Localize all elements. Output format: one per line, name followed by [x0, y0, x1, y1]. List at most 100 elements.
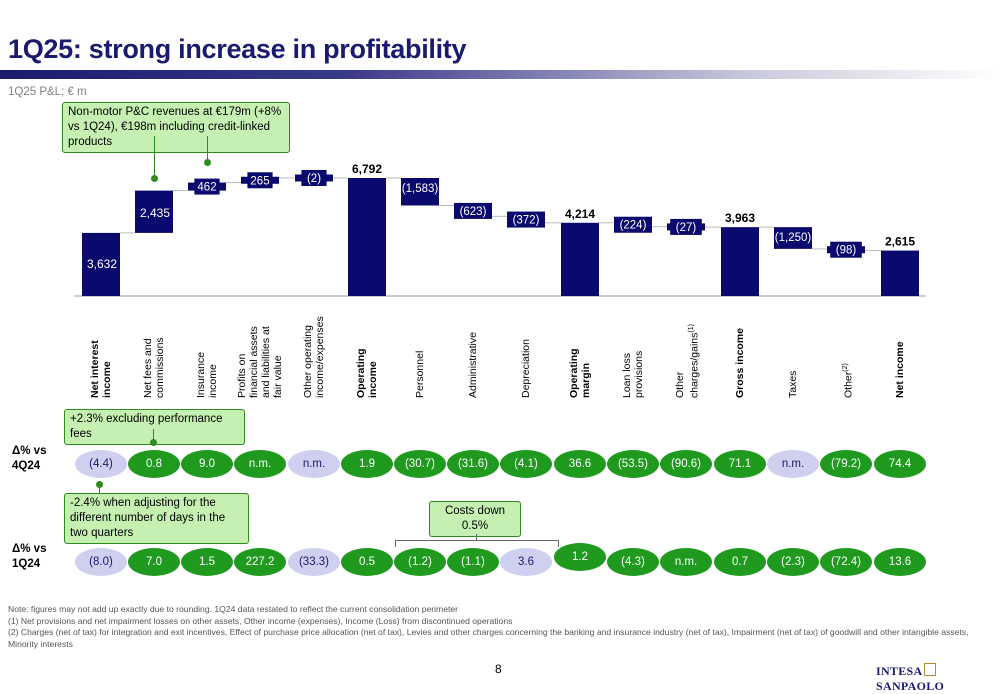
total-bar-12 [721, 227, 759, 296]
page-title: 1Q25: strong increase in profitability [8, 34, 467, 64]
category-label-7: Administrative [467, 332, 479, 398]
value-label-box-7 [454, 202, 492, 219]
total-bar-9 [561, 222, 599, 296]
fees-callout-dot [150, 439, 157, 446]
category-label-0: Net interest income [89, 340, 113, 398]
value-label-6: (1,583) [402, 183, 439, 195]
delta-vs-4q24-pill-15: 74.4 [874, 450, 926, 478]
value-label-3: 265 [250, 175, 269, 187]
delta-vs-1q24-pill-14: (72.4) [820, 548, 872, 576]
delta-vs-4q24-label: Δ% vs 4Q24 [12, 445, 47, 472]
logo-mark-icon [924, 663, 937, 676]
delta-vs-1q24-pill-13: (2.3) [767, 548, 819, 576]
value-label-box-10 [614, 216, 652, 233]
value-label-box-4 [301, 169, 327, 186]
delta-vs-4q24-pill-13: n.m. [767, 450, 819, 478]
delta-vs-4q24-pill-5: 1.9 [341, 450, 393, 478]
delta-vs-4q24-pill-2: 9.0 [181, 450, 233, 478]
delta-vs-1q24-pill-5: 0.5 [341, 548, 393, 576]
delta-vs-1q24-label: Δ% vs 1Q24 [12, 543, 47, 570]
insurance-callout: Non-motor P&C revenues at €179m (+8% vs … [62, 102, 290, 153]
delta-vs-1q24-pill-10: (4.3) [607, 548, 659, 576]
total-bar-0 [82, 232, 120, 296]
total-bar-5 [348, 178, 386, 296]
category-label-15: Net income [894, 341, 906, 398]
value-label-10: (224) [620, 220, 647, 232]
costs-callout: Costs down 0.5% [429, 501, 521, 537]
title-underline-bar [0, 70, 1000, 79]
value-label-9: 4,214 [565, 207, 595, 221]
value-label-12: 3,963 [725, 211, 755, 225]
delta-vs-1q24-pill-4: (33.3) [288, 548, 340, 576]
footnotes: Note: figures may not add up exactly due… [8, 604, 993, 650]
category-label-2: Insurance income [195, 351, 219, 398]
value-label-4: (2) [307, 173, 321, 185]
logo-text-right: SANPAOLO [876, 679, 945, 693]
value-label-1: 2,435 [140, 206, 170, 220]
delta-vs-1q24-pill-1: 7.0 [128, 548, 180, 576]
insurance-callout-connector-2 [207, 136, 208, 162]
value-label-5: 6,792 [352, 162, 382, 176]
value-label-box-3 [247, 172, 273, 189]
category-label-9: Operating margin [568, 348, 592, 398]
insurance-callout-connector-1 [154, 136, 155, 178]
value-label-7: (623) [460, 206, 487, 218]
intesa-sanpaolo-logo: INTESASANPAOLO [876, 663, 1000, 694]
category-label-11: Other charges/gains(1) [674, 324, 701, 398]
value-label-13: (1,250) [775, 232, 812, 244]
delta-vs-1q24-pill-7: (1.1) [447, 548, 499, 576]
value-label-box-14 [830, 241, 862, 258]
category-label-8: Depreciation [520, 339, 532, 398]
delta-bar-13 [774, 227, 812, 249]
page-number: 8 [495, 662, 502, 676]
delta-vs-4q24-pill-1: 0.8 [128, 450, 180, 478]
value-label-box-2 [194, 178, 220, 195]
costs-brace-tick [476, 534, 477, 540]
category-label-12: Gross income [734, 327, 746, 398]
delta-vs-4q24-pill-14: (79.2) [820, 450, 872, 478]
delta-vs-1q24-pill-15: 13.6 [874, 548, 926, 576]
delta-vs-1q24-pill-3: 227.2 [234, 548, 286, 576]
footnote-2: (2) Charges (net of tax) for integration… [8, 627, 969, 637]
total-bar-15 [881, 250, 919, 296]
footnote-1: (1) Net provisions and net impairment lo… [8, 615, 513, 626]
delta-vs-1q24-pill-0: (8.0) [75, 548, 127, 576]
delta-vs-4q24-pill-0: (4.4) [75, 450, 127, 478]
insurance-callout-dot-2 [204, 159, 211, 166]
delta-vs-1q24-pill-9: 1.2 [554, 543, 606, 571]
waterfall-chart: 3,632 2,435 462 265 (2) 6,792 (1,583) (623) (372… [74, 162, 926, 297]
delta-vs-4q24-pill-9: 36.6 [554, 450, 606, 478]
category-label-13: Taxes [787, 370, 799, 398]
category-label-4: Other operating income/expenses [302, 316, 326, 398]
chart-subtitle: 1Q25 P&L; € m [8, 86, 87, 98]
category-label-6: Personnel [414, 350, 426, 398]
value-label-box-8 [507, 211, 545, 228]
delta-bar-6 [401, 178, 439, 206]
value-label-14: (98) [836, 245, 857, 257]
delta-vs-1q24-pill-12: 0.7 [714, 548, 766, 576]
value-label-15: 2,615 [885, 235, 915, 249]
value-label-2: 462 [197, 182, 216, 194]
delta-vs-4q24-pill-3: n.m. [234, 450, 286, 478]
insurance-callout-dot-1 [151, 175, 158, 182]
costs-brace [395, 540, 559, 547]
category-label-5: Operating income [355, 348, 379, 398]
delta-vs-1q24-pill-8: 3.6 [500, 548, 552, 576]
delta-vs-4q24-pill-11: (90.6) [660, 450, 712, 478]
footnote-note: Note: figures may not add up exactly due… [8, 604, 459, 614]
delta-vs-1q24-pill-2: 1.5 [181, 548, 233, 576]
delta-vs-4q24-pill-12: 71.1 [714, 450, 766, 478]
delta-vs-4q24-pill-6: (30.7) [394, 450, 446, 478]
delta-vs-4q24-pill-7: (31.6) [447, 450, 499, 478]
value-label-0: 3,632 [87, 257, 117, 271]
value-label-box-11 [670, 218, 702, 235]
category-label-10: Loan loss provisions [621, 350, 645, 398]
value-label-11: (27) [676, 222, 697, 234]
category-label-14: Other(2) [842, 363, 855, 398]
delta-vs-4q24-pill-10: (53.5) [607, 450, 659, 478]
value-label-8: (372) [513, 215, 540, 227]
nii-callout: -2.4% when adjusting for the different n… [64, 493, 249, 544]
delta-vs-4q24-pill-8: (4.1) [500, 450, 552, 478]
category-label-1: Net fees and commissions [142, 337, 166, 398]
delta-bar-1 [135, 190, 173, 233]
